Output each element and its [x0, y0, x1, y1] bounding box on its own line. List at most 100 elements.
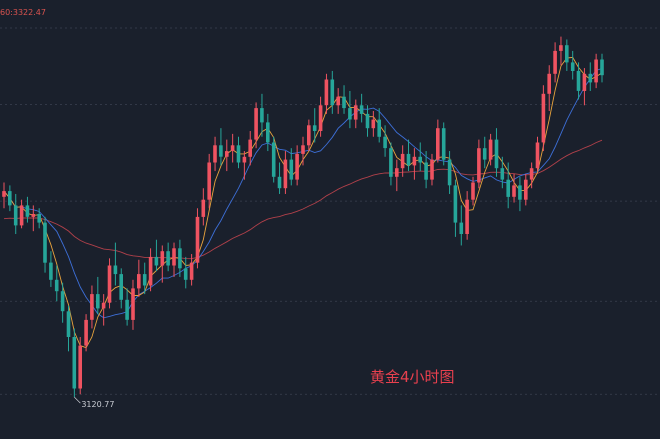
candle-body [359, 105, 364, 114]
candle-body [225, 151, 229, 157]
candle-body [336, 96, 340, 106]
candle-body [96, 294, 100, 309]
candle-body [60, 291, 65, 312]
candle-body [570, 62, 575, 71]
candle-body [330, 79, 335, 106]
candle-body [90, 294, 94, 320]
candle-body [201, 199, 206, 217]
candle-body [283, 159, 288, 189]
candle-body [412, 156, 417, 166]
candle-body [266, 122, 270, 143]
candle-body [512, 185, 516, 197]
candle-body [500, 168, 505, 180]
candle-body [37, 214, 41, 223]
candle-body [107, 265, 112, 303]
candle-body [342, 96, 346, 109]
candle-body [477, 148, 481, 183]
candle-body [424, 162, 428, 180]
candle-body [137, 274, 141, 289]
candle-body [195, 216, 200, 263]
candle-body [219, 145, 223, 157]
candle-body [119, 274, 123, 300]
candle-body [348, 108, 352, 120]
candle-body [154, 256, 159, 266]
candle-body [248, 139, 252, 157]
candle-body [13, 205, 18, 226]
candle-body [582, 73, 587, 91]
candle-body [553, 50, 557, 74]
candle-body [8, 191, 12, 206]
candle-body [318, 105, 323, 131]
candle-body [324, 79, 329, 106]
candle-body [2, 191, 6, 197]
candle-body [142, 274, 147, 286]
candle-body [529, 168, 534, 180]
candle-body [178, 248, 182, 269]
candle-body [84, 319, 88, 346]
candle-body [54, 279, 59, 292]
low-price-label: 3120.77 [81, 400, 114, 409]
candle-body [400, 153, 405, 169]
candle-body [101, 302, 106, 309]
candle-body [19, 205, 24, 226]
candle-body [600, 59, 604, 76]
candle-body [594, 59, 598, 83]
candle-body [494, 139, 499, 169]
candle-body [31, 214, 36, 217]
candle-body [524, 179, 528, 200]
low-price-leader [74, 396, 81, 404]
candle-body [547, 73, 551, 94]
candle-body [289, 159, 294, 180]
candle-body [236, 145, 241, 163]
candle-body [189, 262, 194, 280]
candle-body [418, 156, 422, 163]
candle-body [78, 345, 82, 389]
candle-body [307, 125, 311, 146]
candle-body [49, 262, 53, 280]
annotations: 3120.77 [74, 396, 114, 409]
grid-lines [0, 27, 660, 395]
candle-body [365, 113, 370, 129]
candle-body [459, 222, 464, 234]
candle-body [66, 311, 71, 337]
candle-body [588, 73, 593, 83]
candle-body [183, 268, 188, 280]
candle-body [371, 119, 376, 129]
candle-body [295, 153, 299, 180]
candle-body [506, 179, 510, 197]
indicator-readout: 60:3322.47 [0, 8, 46, 17]
candle-body [242, 156, 247, 163]
candle-body [260, 108, 264, 123]
candle-body [213, 145, 217, 163]
candle-body [172, 248, 176, 266]
candle-body [72, 337, 77, 389]
candle-body [559, 45, 563, 51]
candle-body [441, 128, 446, 160]
candle-body [430, 159, 434, 180]
candle-body [447, 159, 452, 186]
candle-body [436, 128, 440, 160]
candle-body [207, 162, 211, 200]
candle-body [453, 185, 458, 223]
candle-body [389, 148, 393, 177]
candle-body [383, 136, 387, 149]
candle-body [576, 70, 581, 91]
candle-body [113, 265, 118, 275]
candle-body [518, 185, 522, 200]
candle-body [254, 108, 258, 140]
candle-body [160, 251, 165, 266]
candle-body [230, 145, 235, 151]
candle-body [148, 256, 153, 286]
candle-body [166, 251, 170, 266]
candle-body [565, 45, 569, 63]
candle-body [353, 105, 358, 120]
candle-body [406, 153, 411, 166]
chart-title: 黄金4小时图 [370, 368, 455, 386]
candle-body [377, 119, 381, 137]
candle-body [131, 288, 135, 320]
candle-body [271, 142, 276, 177]
candle-body [43, 222, 47, 263]
candle-body [465, 199, 469, 234]
candle-body [277, 176, 282, 189]
